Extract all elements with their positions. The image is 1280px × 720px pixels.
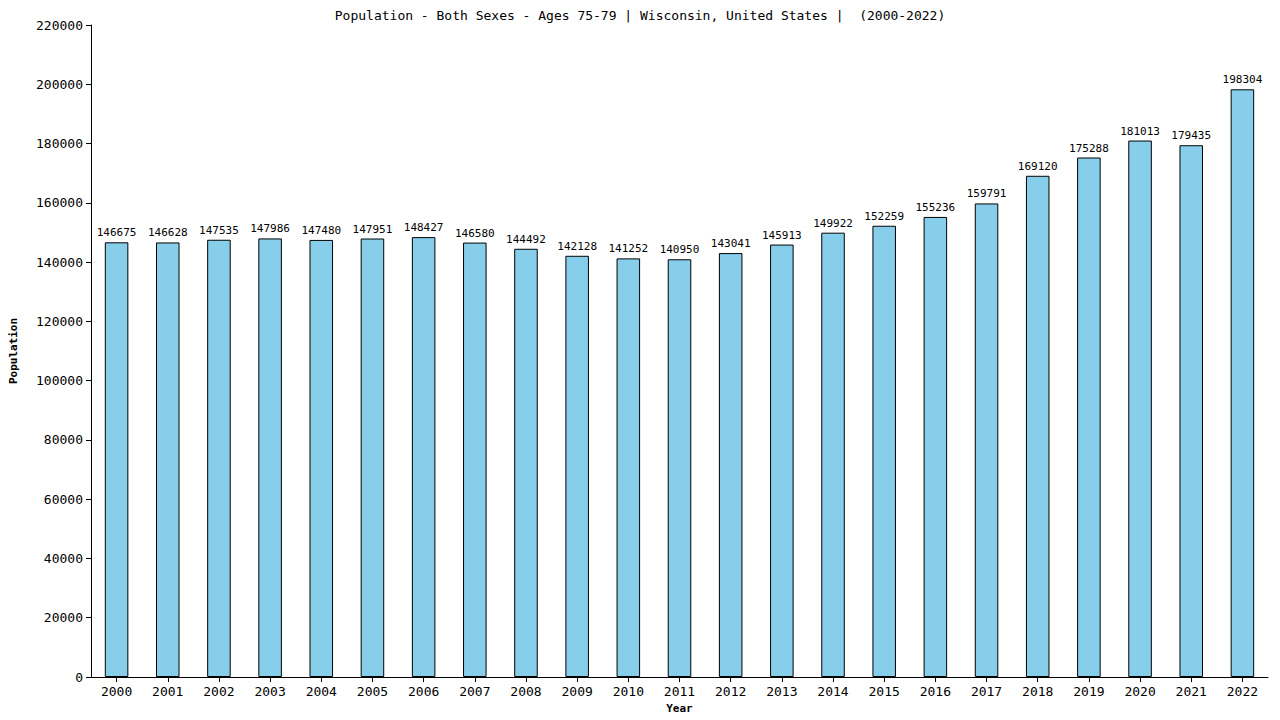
svg-text:147951: 147951 xyxy=(353,223,393,236)
svg-text:2002: 2002 xyxy=(203,684,234,699)
svg-text:Year: Year xyxy=(666,702,693,715)
svg-text:180000: 180000 xyxy=(36,136,83,151)
svg-text:145913: 145913 xyxy=(762,229,802,242)
svg-text:2015: 2015 xyxy=(869,684,900,699)
svg-text:146580: 146580 xyxy=(455,227,495,240)
svg-text:2021: 2021 xyxy=(1176,684,1207,699)
svg-text:200000: 200000 xyxy=(36,77,83,92)
svg-text:169120: 169120 xyxy=(1018,160,1058,173)
svg-text:147480: 147480 xyxy=(301,224,341,237)
svg-text:2004: 2004 xyxy=(306,684,337,699)
svg-text:146675: 146675 xyxy=(97,226,137,239)
svg-text:146628: 146628 xyxy=(148,226,188,239)
svg-text:2011: 2011 xyxy=(664,684,695,699)
svg-text:149922: 149922 xyxy=(813,217,853,230)
svg-text:2018: 2018 xyxy=(1022,684,1053,699)
svg-text:148427: 148427 xyxy=(404,221,444,234)
svg-text:140000: 140000 xyxy=(36,255,83,270)
svg-text:2012: 2012 xyxy=(715,684,746,699)
svg-text:152259: 152259 xyxy=(864,210,904,223)
svg-text:2014: 2014 xyxy=(817,684,848,699)
svg-text:2008: 2008 xyxy=(510,684,541,699)
svg-text:144492: 144492 xyxy=(506,233,546,246)
svg-text:2019: 2019 xyxy=(1073,684,1104,699)
svg-text:142128: 142128 xyxy=(557,240,597,253)
svg-text:2006: 2006 xyxy=(408,684,439,699)
svg-text:120000: 120000 xyxy=(36,314,83,329)
svg-text:155236: 155236 xyxy=(915,201,955,214)
svg-text:2016: 2016 xyxy=(920,684,951,699)
svg-text:80000: 80000 xyxy=(44,432,83,447)
svg-text:2009: 2009 xyxy=(561,684,592,699)
svg-text:2022: 2022 xyxy=(1227,684,1258,699)
svg-text:220000: 220000 xyxy=(36,18,83,33)
svg-text:2010: 2010 xyxy=(613,684,644,699)
svg-text:100000: 100000 xyxy=(36,373,83,388)
svg-text:198304: 198304 xyxy=(1223,73,1263,86)
svg-text:40000: 40000 xyxy=(44,551,83,566)
svg-text:147986: 147986 xyxy=(250,222,290,235)
svg-text:20000: 20000 xyxy=(44,610,83,625)
svg-text:0: 0 xyxy=(75,670,83,685)
svg-text:181013: 181013 xyxy=(1120,125,1160,138)
svg-text:147535: 147535 xyxy=(199,224,239,237)
svg-text:140950: 140950 xyxy=(660,243,700,256)
svg-text:2017: 2017 xyxy=(971,684,1002,699)
svg-text:179435: 179435 xyxy=(1171,129,1211,142)
svg-text:160000: 160000 xyxy=(36,195,83,210)
svg-text:2020: 2020 xyxy=(1124,684,1155,699)
svg-text:2000: 2000 xyxy=(101,684,132,699)
svg-text:159791: 159791 xyxy=(967,187,1007,200)
svg-text:Population: Population xyxy=(7,318,20,384)
svg-text:175288: 175288 xyxy=(1069,142,1109,155)
svg-text:2013: 2013 xyxy=(766,684,797,699)
svg-text:2001: 2001 xyxy=(152,684,183,699)
svg-text:Population - Both Sexes - Ages: Population - Both Sexes - Ages 75-79 | W… xyxy=(335,8,945,23)
svg-text:143041: 143041 xyxy=(711,237,751,250)
svg-text:2003: 2003 xyxy=(254,684,285,699)
svg-text:60000: 60000 xyxy=(44,492,83,507)
svg-text:141252: 141252 xyxy=(608,242,648,255)
svg-text:2005: 2005 xyxy=(357,684,388,699)
svg-text:2007: 2007 xyxy=(459,684,490,699)
